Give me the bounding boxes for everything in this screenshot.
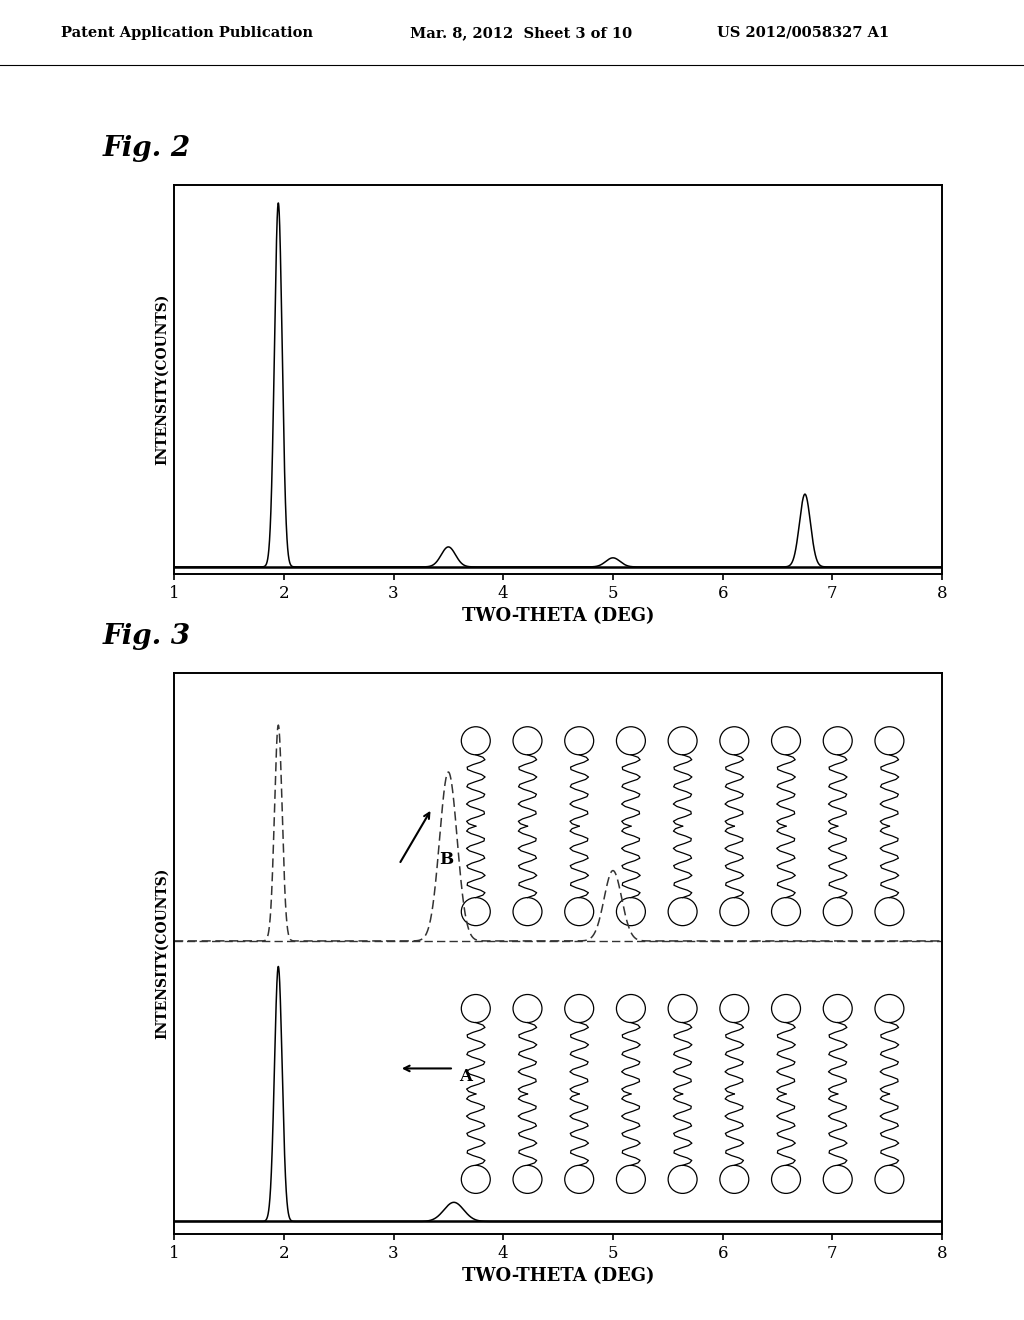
Text: Fig. 2: Fig. 2	[102, 135, 190, 162]
Text: US 2012/0058327 A1: US 2012/0058327 A1	[717, 26, 889, 40]
Text: B: B	[439, 851, 454, 867]
Text: Fig. 3: Fig. 3	[102, 623, 190, 651]
Text: Patent Application Publication: Patent Application Publication	[61, 26, 313, 40]
X-axis label: TWO-THETA (DEG): TWO-THETA (DEG)	[462, 607, 654, 626]
Y-axis label: INTENSITY(COUNTS): INTENSITY(COUNTS)	[155, 869, 169, 1039]
Text: Mar. 8, 2012  Sheet 3 of 10: Mar. 8, 2012 Sheet 3 of 10	[410, 26, 632, 40]
Y-axis label: INTENSITY(COUNTS): INTENSITY(COUNTS)	[155, 294, 169, 465]
X-axis label: TWO-THETA (DEG): TWO-THETA (DEG)	[462, 1267, 654, 1286]
Text: A: A	[460, 1068, 472, 1085]
